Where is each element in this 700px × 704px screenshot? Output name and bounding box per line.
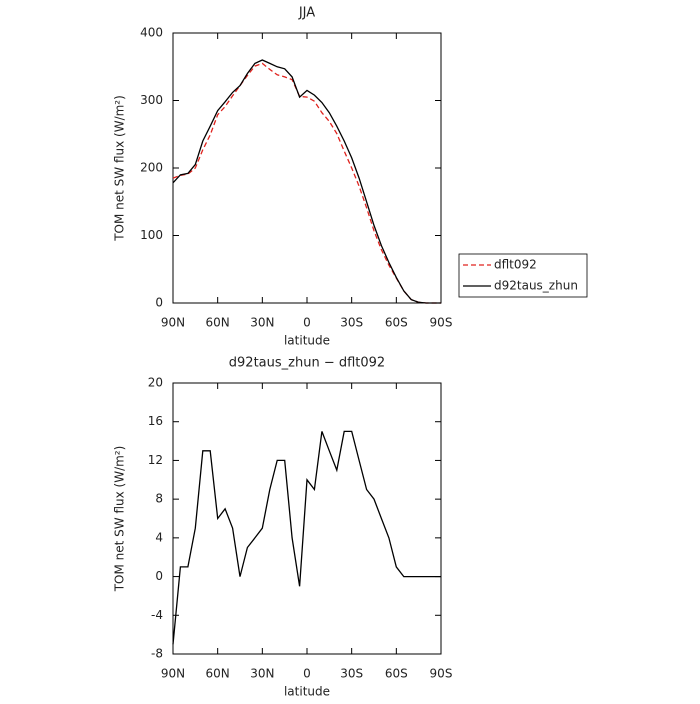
y-tick-label: 0 [155,296,163,310]
y-axis-label: TOM net SW flux (W/m²) [113,95,127,242]
y-tick-label: 300 [140,93,163,107]
legend-label: d92taus_zhun [494,279,578,293]
y-tick-label: 100 [140,228,163,242]
y-tick-label: 200 [140,161,163,175]
legend-label: dflt092 [494,258,537,272]
y-tick-label: 400 [140,26,163,40]
chart-title: d92taus_zhun − dflt092 [229,356,385,371]
x-tick-label: 30S [340,667,363,681]
plot-frame [172,32,442,304]
x-tick-label: 30S [340,316,363,330]
x-tick-label: 90S [430,316,453,330]
y-tick-label: 20 [148,376,163,390]
x-tick-label: 60S [385,316,408,330]
data-line [172,59,441,304]
y-tick-label: 12 [148,453,163,467]
y-tick-label: 0 [155,569,163,583]
y-tick-label: -8 [151,647,163,661]
x-tick-label: 60S [385,667,408,681]
y-tick-label: 16 [148,414,163,428]
x-axis-label: latitude [284,334,330,348]
x-axis-label: latitude [284,685,330,699]
x-tick-label: 30N [250,316,274,330]
x-tick-label: 90S [430,667,453,681]
x-tick-label: 0 [303,316,311,330]
y-tick-label: 4 [155,530,163,544]
data-line [172,62,441,304]
x-tick-label: 90N [161,316,185,330]
y-tick-label: 8 [155,492,163,506]
x-tick-label: 30N [250,667,274,681]
chart-title: JJA [298,6,315,21]
x-tick-label: 0 [303,667,311,681]
data-line [172,430,441,645]
legend-box [458,253,588,298]
x-tick-label: 90N [161,667,185,681]
y-tick-label: -4 [151,608,163,622]
plot-frame [172,382,442,655]
x-tick-label: 60N [206,316,230,330]
y-axis-label: TOM net SW flux (W/m²) [113,446,127,593]
x-tick-label: 60N [206,667,230,681]
